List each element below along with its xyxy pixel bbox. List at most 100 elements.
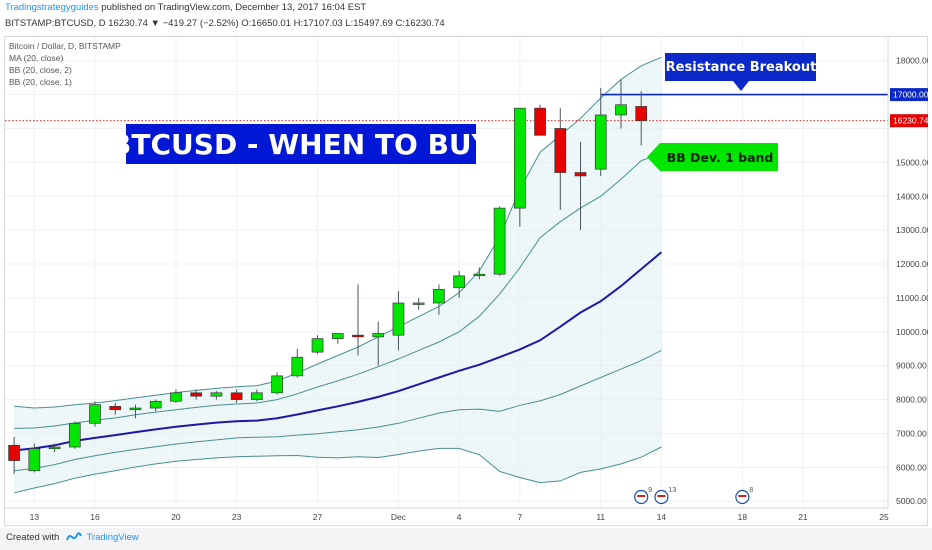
candle [291, 348, 304, 378]
candle [311, 335, 324, 354]
created-with-text: Created with [6, 532, 60, 543]
time-tick-label: 23 [232, 512, 242, 522]
candle-body [149, 400, 162, 409]
candle [271, 372, 283, 395]
candle [433, 284, 445, 315]
publish-header: Tradingstrategyguides published on Tradi… [0, 0, 932, 36]
price-tick-label: 8000.00 [896, 395, 927, 405]
bb-upper-1-line [14, 153, 662, 429]
candle-body [513, 107, 526, 209]
event-marker-count: 9 [648, 487, 652, 494]
candle [534, 104, 546, 136]
candle-body [170, 392, 182, 402]
candle [210, 391, 223, 400]
candle [190, 389, 203, 400]
title-text: BTCUSD - WHEN TO BUY [110, 128, 493, 161]
candle-body [352, 334, 364, 338]
event-marker-count: 8 [749, 487, 753, 494]
price-tick-label: 9000.00 [896, 361, 927, 371]
candle-body [291, 356, 304, 377]
resistance-callout-box [665, 53, 816, 91]
last-price-tag [890, 114, 928, 128]
candles [8, 79, 648, 475]
time-tick-label: 20 [171, 512, 181, 522]
candle-body [554, 128, 567, 173]
candle-body [68, 422, 81, 448]
candle [230, 389, 243, 403]
legend-symbol-title: Bitcoin / Dollar, D, BITSTAMP [9, 41, 121, 51]
bb-callout-box [647, 143, 778, 171]
candle [149, 399, 162, 412]
created-with: Created with TradingView [6, 532, 139, 543]
candle [594, 87, 607, 176]
legend-bb-2: BB (20, close, 2) [9, 65, 72, 75]
event-marker: 8 [735, 487, 753, 505]
candlestick-chart[interactable]: 5000.00 6000.00 7000.00 8000.00 9000.00 10000… [4, 36, 928, 526]
candle [615, 79, 627, 129]
price-tick-label: 12000.00 [896, 259, 928, 269]
candle-body [372, 333, 385, 338]
resistance-price-text: 17000.00 [893, 90, 928, 100]
price-tick-label: 10000.00 [896, 327, 928, 337]
candle-body [230, 392, 243, 400]
candle [412, 297, 425, 310]
price-tick-label: 6000.00 [896, 462, 927, 472]
time-tick-label: 18 [738, 512, 748, 522]
author-link[interactable]: Tradingstrategyguides [5, 2, 99, 13]
time-tick-label: 21 [798, 512, 808, 522]
resistance-callout-text: Resistance Breakout [666, 60, 817, 75]
candle-body [594, 114, 607, 170]
candle-body [129, 407, 142, 411]
candle-body [109, 405, 122, 411]
candle [28, 443, 41, 473]
candle-body [8, 444, 20, 461]
bb-lower-2-line [13, 446, 662, 494]
candle-body [48, 446, 61, 450]
candle [372, 321, 385, 366]
event-marker-count: 13 [668, 487, 676, 494]
price-tick-label: 14000.00 [896, 191, 928, 201]
price-axis: 5000.00 6000.00 7000.00 8000.00 9000.00 10000… [887, 36, 928, 508]
price-tick-label: 5000.00 [896, 496, 927, 506]
resistance-callout: Resistance Breakout [665, 53, 816, 91]
time-tick-label: 13 [30, 512, 40, 522]
candle [453, 270, 465, 298]
bb-callout-text: BB Dev. 1 band [667, 150, 774, 165]
tradingview-link[interactable]: TradingView [86, 532, 139, 543]
candle-body [190, 392, 203, 397]
candle-body [433, 289, 445, 304]
candle-body [28, 448, 41, 472]
candle-body [615, 104, 627, 116]
price-tick-label: 11000.00 [896, 293, 928, 303]
time-tick-label: 25 [879, 512, 889, 522]
candle [170, 389, 182, 403]
symbol-ohlc-line: BITSTAMP:BTCUSD, D 16230.74 ▼ −419.27 (−… [5, 18, 445, 29]
candle [251, 389, 263, 402]
candle-body [251, 392, 263, 400]
title-box [126, 124, 476, 164]
candle [513, 107, 526, 227]
bb-lower-1-line [14, 349, 662, 472]
time-tick-label: 7 [517, 512, 522, 522]
candle [392, 291, 405, 351]
candle-body [493, 207, 506, 275]
time-tick-label: 11 [596, 512, 605, 522]
candle-body [473, 273, 486, 277]
candle [635, 91, 648, 146]
candle [574, 142, 587, 231]
candle [89, 401, 101, 427]
footer-bar: Created with TradingView [0, 528, 932, 550]
event-marker: 13 [654, 487, 676, 505]
bb-band-callout: BB Dev. 1 band [647, 143, 778, 171]
time-tick-label: 14 [657, 512, 667, 522]
candle [473, 267, 486, 280]
candle-body [89, 404, 101, 424]
candle-body [311, 338, 324, 353]
title-annotation: BTCUSD - WHEN TO BUY [110, 124, 493, 164]
price-tick-label: 7000.00 [896, 428, 927, 438]
publish-line: Tradingstrategyguides published on Tradi… [5, 2, 366, 13]
time-tick-label: 16 [90, 512, 100, 522]
bollinger-band-fill [14, 57, 662, 493]
time-tick-label: 27 [313, 512, 323, 522]
candle-body [534, 107, 546, 136]
